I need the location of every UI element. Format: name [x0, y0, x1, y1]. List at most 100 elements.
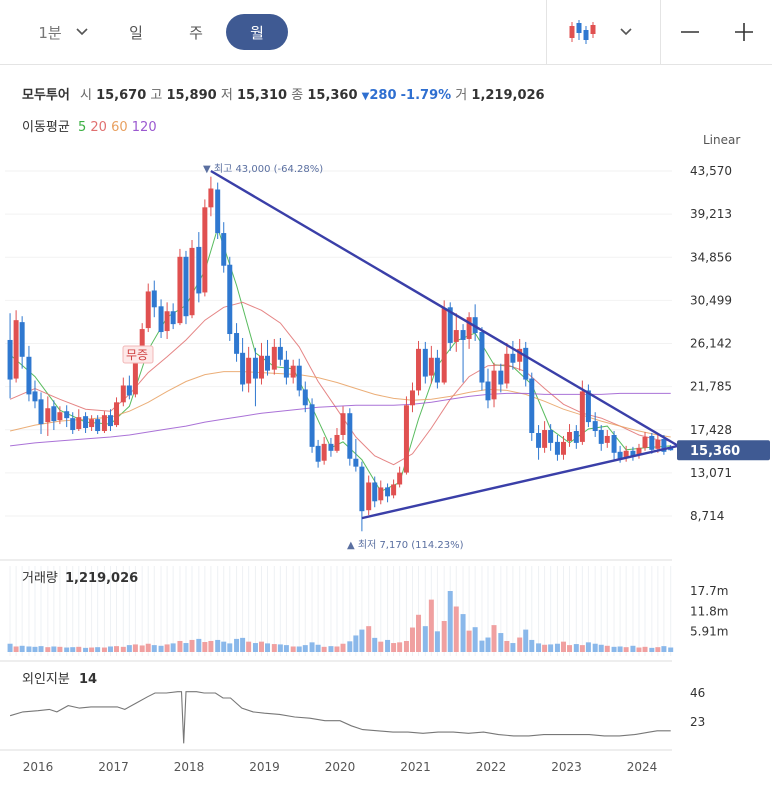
candle-body [441, 308, 447, 383]
candle-body [485, 381, 491, 401]
candle-body [366, 482, 372, 511]
volume-bar [453, 606, 459, 652]
zoom-out-button[interactable] [672, 14, 708, 50]
candle-body [409, 390, 415, 406]
foreign-tick-label: 46 [690, 686, 705, 700]
open-label: 시 [79, 88, 92, 103]
volume-bar [208, 640, 214, 652]
candle-body [397, 472, 403, 485]
volume-bar [76, 646, 82, 652]
scale-toggle[interactable]: Linear [703, 133, 741, 147]
volume-bar [466, 630, 472, 652]
candle-body [567, 432, 573, 441]
volume-bar [158, 645, 164, 652]
zoom-in-button[interactable] [726, 14, 762, 50]
volume-bar [170, 643, 176, 652]
candle-body [309, 404, 315, 447]
interval-label: 1분 [38, 23, 62, 42]
candle-body [416, 348, 422, 391]
interval-select[interactable]: 1분 [28, 14, 98, 50]
volume-bar [114, 646, 120, 652]
volume-bar [57, 646, 63, 652]
volume-bar [592, 643, 598, 652]
volume-bar [290, 646, 296, 652]
chart-type-select[interactable] [560, 14, 640, 50]
moving-average-legend[interactable]: 이동평균 5 20 60 120 [22, 116, 157, 135]
candle-body [649, 435, 655, 450]
candle-body [623, 450, 629, 458]
volume-bar [227, 643, 233, 652]
candle-body [132, 356, 138, 395]
volume-bar [7, 643, 13, 652]
candle-body [428, 357, 434, 376]
tab-week[interactable]: 주 [189, 23, 203, 42]
tab-day[interactable]: 일 [129, 23, 143, 42]
volume-bar [120, 646, 126, 652]
chevron-down-icon [76, 28, 88, 36]
candle-body [391, 484, 397, 496]
volume-bar [334, 646, 340, 652]
volume-bar [258, 641, 264, 652]
candle-body [353, 458, 359, 467]
volume-panel-value: 1,219,026 [65, 571, 138, 586]
volume-bar [649, 647, 655, 652]
volume-bar [189, 639, 195, 652]
volume-bar [548, 644, 554, 652]
volume-bar [642, 646, 648, 652]
candle-body [661, 438, 667, 452]
x-tick-label: 2019 [249, 760, 280, 774]
candle-body [227, 264, 233, 335]
ma-5: 5 [77, 120, 87, 135]
volume-bar [70, 647, 76, 652]
change-pct: -1.79% [400, 88, 452, 103]
volume-bar [517, 637, 523, 652]
volume-tick-label: 11.8m [690, 604, 728, 618]
volume-bar [611, 646, 617, 652]
y-tick-label: 8,714 [690, 509, 724, 523]
volume-bar [409, 627, 415, 652]
candle-body [642, 436, 648, 448]
candle-body [359, 466, 365, 512]
candle-body [573, 431, 579, 443]
volume-bar [283, 645, 289, 652]
volume-bar [472, 627, 478, 652]
candle-body [13, 320, 19, 379]
tab-month[interactable]: 월 [226, 14, 288, 50]
y-tick-label: 17,428 [690, 423, 732, 437]
candle-body [378, 487, 384, 501]
change-value: 280 [369, 88, 397, 103]
candle-body [32, 391, 38, 402]
volume-bar [95, 647, 101, 652]
candle-body [114, 402, 120, 426]
y-tick-label: 26,142 [690, 337, 732, 351]
volume-bar [441, 620, 447, 652]
candle-body [271, 346, 277, 370]
volume-bar [296, 646, 302, 652]
candle-body [126, 385, 132, 396]
candle-body [334, 434, 340, 451]
candle-body [139, 329, 145, 357]
volume-bar [378, 641, 384, 652]
candle-body [510, 353, 516, 363]
volume-bar [560, 641, 566, 652]
volume-bar [202, 642, 208, 652]
ma-20: 20 [90, 120, 107, 135]
volume-bar [636, 647, 642, 652]
plus-icon [735, 23, 753, 41]
candle-body [296, 365, 302, 391]
event-marker-label: 무증 [126, 348, 148, 362]
ma-line-20 [9, 301, 671, 466]
volume-bar [252, 643, 258, 652]
open-value: 15,670 [96, 88, 147, 103]
volume-bar [132, 644, 138, 652]
candle-body [170, 311, 176, 325]
volume-bar [89, 647, 95, 652]
volume-bar [13, 646, 19, 652]
candle-body [101, 415, 107, 432]
volume-panel-label: 거래량 [22, 571, 58, 586]
candle-body [498, 370, 504, 385]
price-info-bar: 모두투어 시 15,670 고 15,890 저 15,310 종 15,360… [22, 84, 545, 103]
candle-body [592, 421, 598, 432]
volume-bar [397, 642, 403, 652]
